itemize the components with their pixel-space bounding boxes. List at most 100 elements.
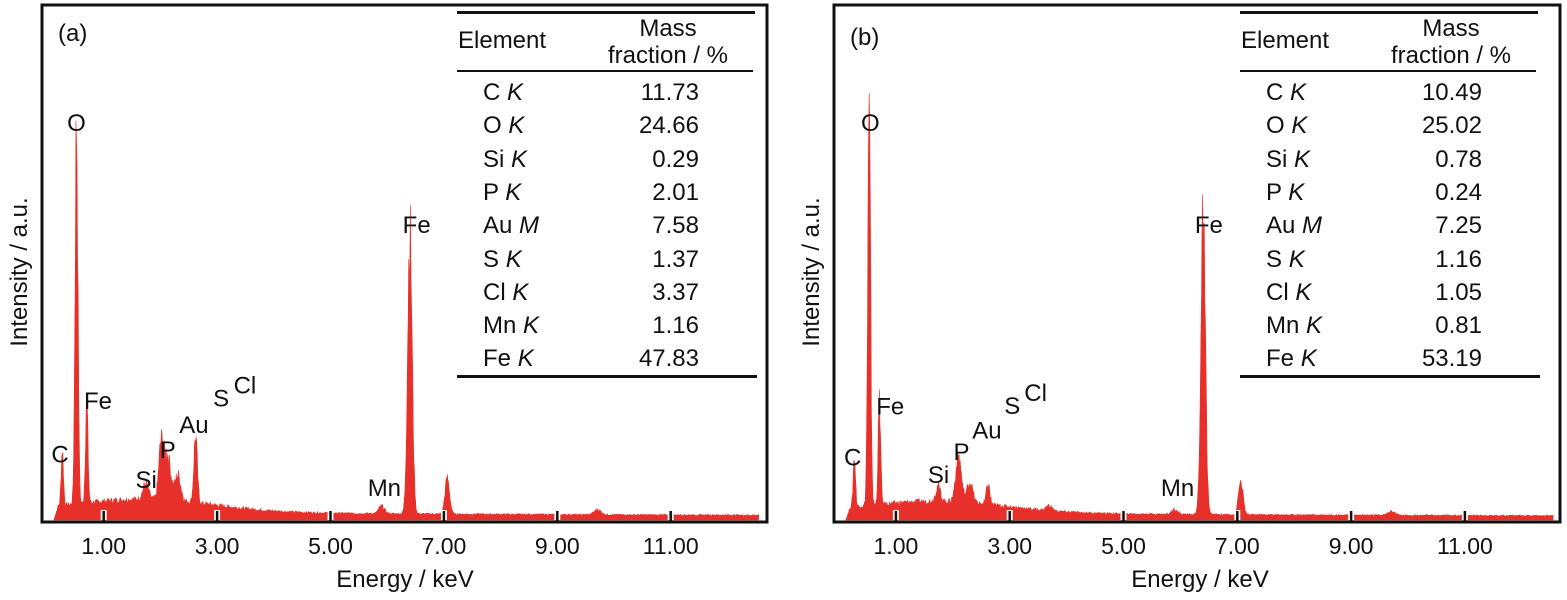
mass-fraction-value: 2.01 — [652, 178, 699, 206]
xray-line: K — [505, 245, 522, 273]
xray-line: K — [512, 278, 529, 306]
table-top-rule — [1240, 11, 1538, 14]
element-symbol: Mn — [1266, 312, 1300, 340]
element-symbol: Si — [1266, 145, 1288, 173]
peak-label-cl: Cl — [234, 373, 257, 400]
table-row: O K 24.66 — [457, 109, 757, 142]
header-mass: Mass — [639, 15, 697, 42]
peak-label-au: Au — [179, 412, 208, 439]
peak-label-au: Au — [972, 417, 1001, 444]
xray-line: K — [505, 178, 522, 206]
table-row: S K 1.16 — [1240, 243, 1540, 276]
peak-label-s: S — [213, 385, 229, 412]
peak-label-fe: Fe — [84, 388, 112, 415]
x-tick-label: 7.00 — [422, 533, 467, 559]
header-element: Element — [1241, 27, 1330, 54]
xray-line: K — [1295, 278, 1312, 306]
x-tick-label: 9.00 — [1329, 533, 1374, 559]
element-cell: Mn K — [483, 309, 539, 342]
table-header-rule — [1240, 70, 1536, 72]
element-cell: Si K — [1266, 143, 1310, 176]
table-row: Cl K 1.05 — [1240, 276, 1540, 309]
element-cell: Cl K — [483, 276, 528, 309]
table-row: Au M 7.58 — [457, 209, 757, 242]
plot-frame — [40, 3, 769, 524]
peak-label-si: Si — [136, 467, 157, 494]
x-tick-label: 11.00 — [1437, 533, 1493, 559]
mass-fraction-value: 0.78 — [1435, 145, 1482, 173]
table-header-rule — [457, 70, 753, 72]
mass-fraction-value: 25.02 — [1421, 112, 1482, 140]
header-element: Element — [458, 27, 547, 54]
table-row: O K 25.02 — [1240, 109, 1540, 142]
xray-line: K — [523, 312, 540, 340]
x-tick-label: 9.00 — [535, 533, 580, 559]
element-symbol: Cl — [1266, 278, 1289, 306]
table-row: Mn K 0.81 — [1240, 309, 1540, 342]
mass-fraction-value: 11.73 — [640, 79, 699, 106]
spectrum-area-b — [845, 92, 1554, 521]
x-tick-label: 1.00 — [81, 533, 126, 559]
mass-fraction-table-b: Element Mass fraction / % C K 10.49 O K 25.… — [1240, 0, 1540, 390]
mass-fraction-value: 1.37 — [652, 245, 699, 273]
x-axis-label-a: Energy / keV — [336, 566, 474, 593]
element-cell: Au M — [483, 209, 539, 242]
xray-line: K — [1306, 312, 1323, 340]
element-cell: S K — [1266, 243, 1305, 276]
mass-fraction-value: 1.16 — [1435, 245, 1482, 273]
y-axis-label-b: Intensity / a.u. — [798, 197, 825, 347]
element-symbol: C — [1266, 79, 1284, 106]
xray-line: K — [1294, 145, 1311, 173]
element-symbol: O — [483, 112, 502, 140]
element-symbol: Fe — [483, 345, 512, 373]
table-bottom-rule — [1240, 375, 1540, 378]
y-axis-label-a: Intensity / a.u. — [6, 197, 33, 347]
table-bottom-rule — [457, 375, 757, 378]
element-symbol: Cl — [483, 278, 506, 306]
element-cell: Si K — [483, 143, 527, 176]
xray-line: K — [511, 145, 528, 173]
table-row: Fe K 53.19 — [1240, 342, 1540, 375]
x-tick-label: 7.00 — [1215, 533, 1260, 559]
element-symbol: Mn — [483, 312, 517, 340]
element-cell: C K — [1266, 76, 1306, 109]
peak-label-o: O — [861, 110, 880, 137]
element-cell: C K — [483, 76, 523, 109]
header-fraction: fraction / % — [607, 42, 729, 69]
xray-line: K — [1291, 112, 1308, 140]
x-tick-label: 1.00 — [874, 533, 919, 559]
element-symbol: Si — [483, 145, 505, 173]
element-symbol: O — [1266, 112, 1285, 140]
element-cell: Au M — [1266, 209, 1322, 242]
mass-fraction-value: 47.83 — [638, 345, 699, 373]
mass-fraction-value: 1.05 — [1435, 278, 1482, 306]
element-cell: Fe K — [483, 342, 534, 375]
x-axis-label-b: Energy / keV — [1131, 566, 1269, 593]
x-tick-label: 11.00 — [643, 533, 699, 559]
table-row: Si K 0.78 — [1240, 143, 1540, 176]
table-row: S K 1.37 — [457, 243, 757, 276]
x-tick-label: 3.00 — [195, 533, 240, 559]
peak-label-cl: Cl — [1024, 380, 1047, 407]
x-tick-label: 3.00 — [987, 533, 1032, 559]
plot-frame — [832, 3, 1562, 524]
element-symbol: Au — [483, 212, 513, 240]
element-cell: Cl K — [1266, 276, 1311, 309]
panel-label-a: (a) — [58, 20, 88, 47]
element-cell: O K — [483, 109, 524, 142]
element-symbol: P — [483, 178, 499, 206]
element-symbol: S — [1266, 245, 1283, 273]
element-cell: O K — [1266, 109, 1307, 142]
peak-label-si: Si — [928, 462, 949, 489]
element-cell: S K — [483, 243, 522, 276]
mass-fraction-value: 53.19 — [1421, 345, 1482, 373]
table-top-rule — [457, 11, 755, 14]
mass-fraction-value: 10.49 — [1421, 79, 1482, 106]
peak-label-c: C — [844, 444, 861, 471]
xray-line: K — [1288, 245, 1305, 273]
x-tick-label: 5.00 — [1101, 533, 1146, 559]
table-row: Au M 7.25 — [1240, 209, 1540, 242]
xray-line: M — [519, 212, 540, 240]
mass-fraction-value: 0.24 — [1435, 178, 1482, 206]
element-cell: Mn K — [1266, 309, 1322, 342]
